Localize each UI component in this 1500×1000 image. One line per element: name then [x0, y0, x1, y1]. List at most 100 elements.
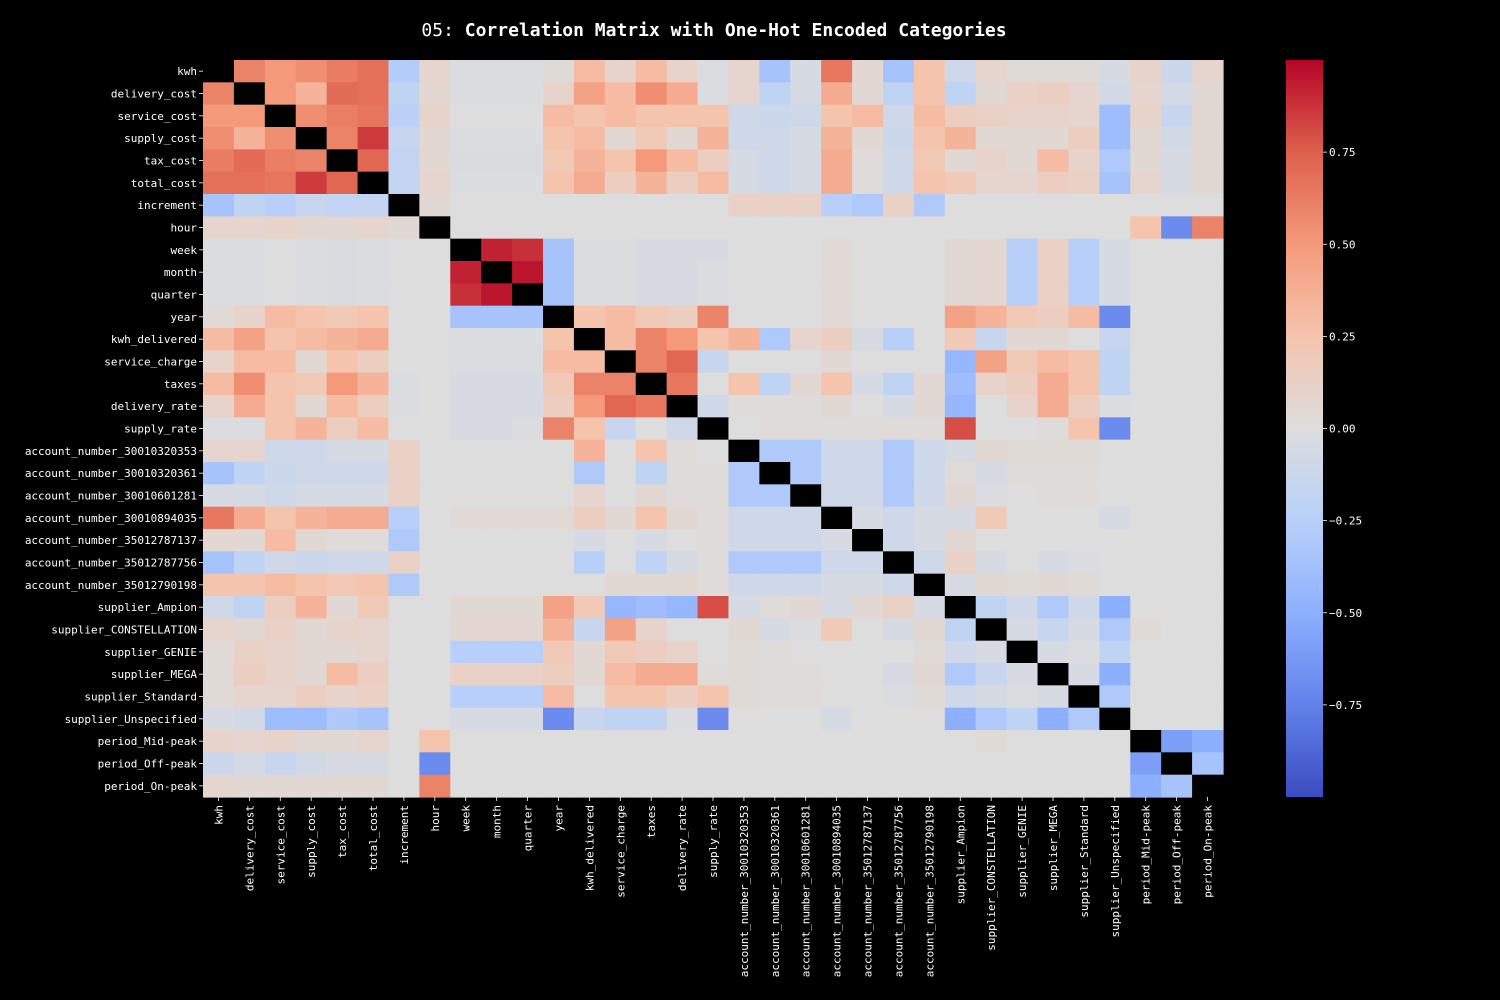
heatmap-cell [1130, 127, 1162, 150]
heatmap-cell [883, 417, 915, 441]
heatmap-cell [1068, 596, 1100, 619]
column-label: supplier_Ampion [954, 805, 967, 904]
heatmap-cell [759, 417, 791, 441]
heatmap-cell [852, 194, 884, 217]
row-label: total_cost [131, 177, 197, 190]
heatmap-cell [1161, 439, 1193, 463]
heatmap-cell [944, 395, 977, 418]
heatmap-cell [419, 462, 451, 485]
heatmap-cell [481, 663, 513, 686]
heatmap-cell [728, 395, 760, 418]
heatmap-cell [419, 417, 451, 441]
heatmap-cell [388, 529, 420, 552]
row-label: hour [171, 222, 198, 235]
heatmap-cell [450, 640, 482, 664]
heatmap-cell [697, 730, 730, 753]
column-label: month [491, 805, 504, 838]
heatmap-cell [1099, 462, 1131, 485]
heatmap-cell [233, 350, 266, 374]
heatmap-cell [883, 774, 915, 798]
heatmap-cell [326, 529, 359, 552]
heatmap-cell [481, 395, 513, 418]
heatmap-cell [450, 350, 482, 374]
heatmap-cell [728, 506, 760, 530]
heatmap-cell [697, 618, 730, 642]
heatmap-cell [1006, 417, 1039, 441]
heatmap-cell [635, 730, 668, 753]
heatmap-cell [883, 350, 915, 374]
heatmap-cell [1130, 730, 1162, 753]
heatmap-cell [264, 127, 297, 150]
heatmap-cell [450, 171, 482, 195]
heatmap-cell [450, 305, 482, 329]
heatmap-cell [543, 238, 575, 262]
heatmap-cell [790, 439, 822, 463]
heatmap-cell [573, 305, 606, 329]
heatmap-cell [543, 104, 575, 128]
heatmap-cell [821, 60, 853, 83]
heatmap-cell [604, 462, 637, 485]
heatmap-cell [233, 372, 266, 396]
heatmap-cell [913, 618, 946, 642]
heatmap-cell [295, 350, 328, 374]
heatmap-cell [419, 506, 451, 530]
heatmap-cell [1192, 395, 1224, 418]
heatmap-cell [635, 417, 668, 441]
heatmap-cell [728, 283, 760, 307]
heatmap-cell [790, 216, 822, 240]
heatmap-cell [326, 596, 359, 619]
heatmap-cell [604, 730, 637, 753]
heatmap-cell [975, 261, 1008, 284]
heatmap-cell [450, 328, 482, 351]
heatmap-cell [450, 372, 482, 396]
heatmap-cell [635, 104, 668, 128]
heatmap-cell [975, 529, 1008, 552]
column-label: supplier_CONSTELLATION [985, 805, 998, 951]
heatmap-cell [697, 663, 730, 686]
heatmap-cell [450, 395, 482, 418]
heatmap-cell [203, 506, 235, 530]
heatmap-cell [233, 640, 266, 664]
heatmap-cell [666, 685, 699, 709]
heatmap-cell [1099, 127, 1131, 150]
heatmap-cell [481, 506, 513, 530]
heatmap-cell [1068, 283, 1100, 307]
heatmap-cell [357, 149, 390, 173]
heatmap-cell [357, 529, 390, 552]
heatmap-cell [1130, 774, 1162, 798]
colorbar-ticks: 0.75 0.50 0.25 0.00 −0.25 −0.50 −0.75 [1323, 146, 1362, 712]
heatmap-cell [573, 216, 606, 240]
heatmap-cell [759, 328, 791, 351]
heatmap-cell [419, 82, 451, 106]
heatmap-cell [264, 216, 297, 240]
heatmap-cell [481, 685, 513, 709]
heatmap-cell [357, 573, 390, 597]
heatmap-cell [419, 752, 451, 776]
heatmap-cell [944, 417, 977, 441]
heatmap-cell [326, 194, 359, 217]
heatmap-cell [944, 283, 977, 307]
heatmap-cell [604, 372, 637, 396]
heatmap-cell [852, 82, 884, 106]
heatmap-cell [666, 730, 699, 753]
heatmap-cell [635, 752, 668, 776]
heatmap-cell [233, 395, 266, 418]
heatmap-cell [1037, 596, 1070, 619]
heatmap-cell [1037, 752, 1070, 776]
heatmap-cell [759, 640, 791, 664]
heatmap-cell [203, 372, 235, 396]
heatmap-cell [1192, 372, 1224, 396]
heatmap-cell [883, 283, 915, 307]
heatmap-cell [203, 484, 235, 508]
heatmap-cell [975, 149, 1008, 173]
column-label: period_Mid-peak [1140, 805, 1153, 905]
heatmap-cell [450, 484, 482, 508]
heatmap-cell [883, 573, 915, 597]
heatmap-cell [203, 149, 235, 173]
heatmap-cell [852, 328, 884, 351]
heatmap-cell [821, 305, 853, 329]
heatmap-cell [975, 60, 1008, 83]
heatmap-cell [821, 506, 853, 530]
heatmap-cell [883, 752, 915, 776]
heatmap-cell [852, 104, 884, 128]
